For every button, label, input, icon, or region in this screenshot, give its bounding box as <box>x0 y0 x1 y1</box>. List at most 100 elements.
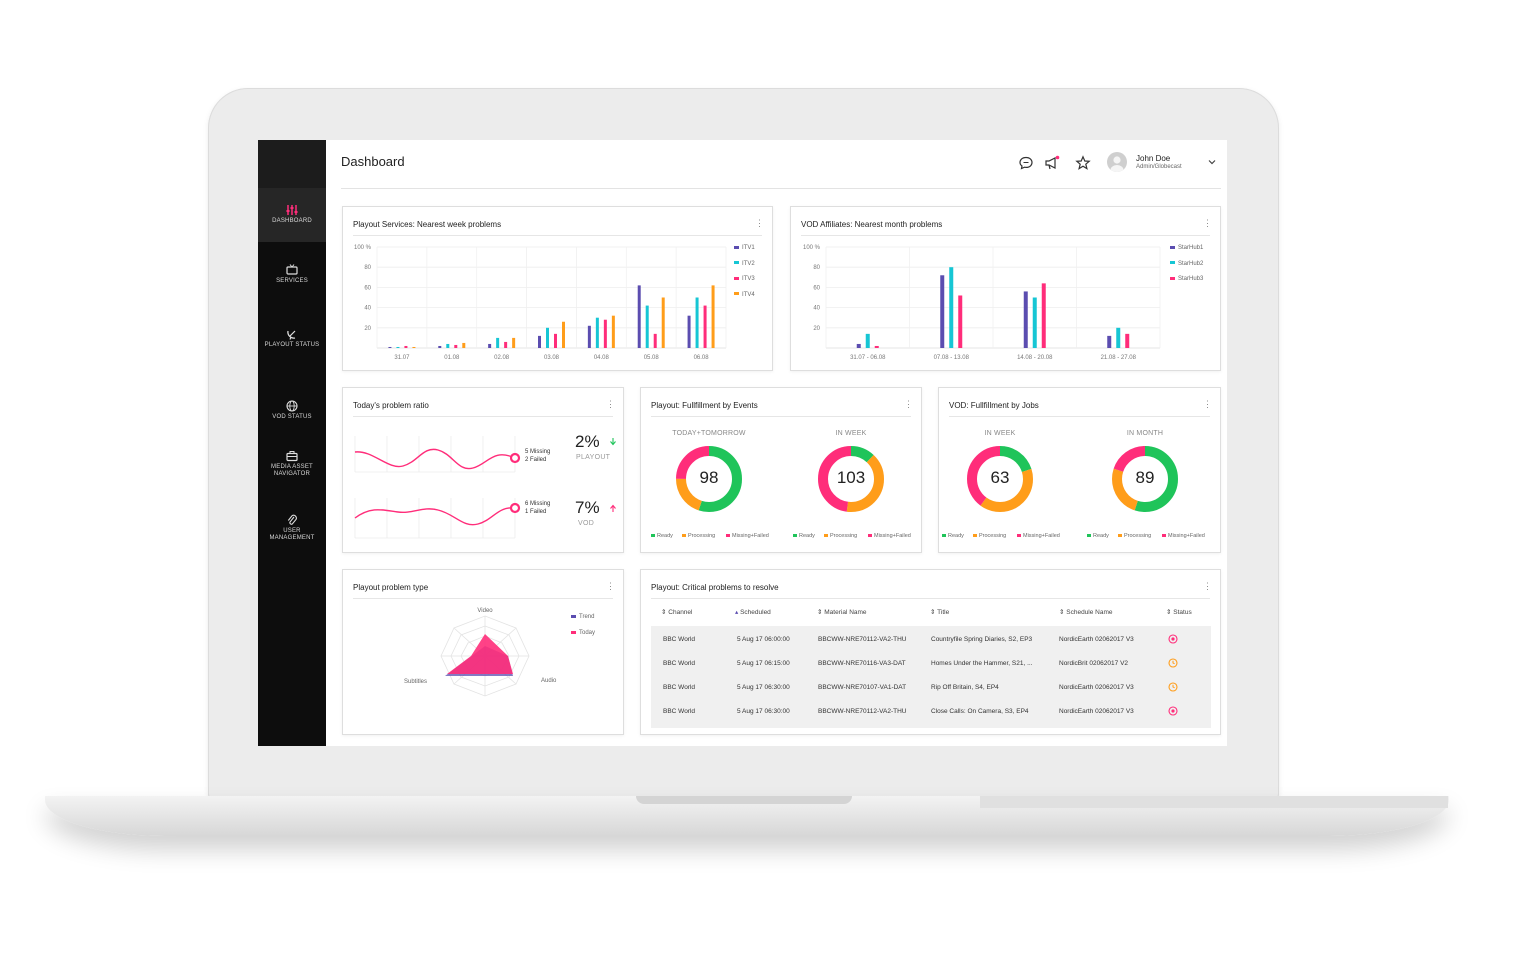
bar <box>396 346 400 348</box>
sort-icon: ⇕ <box>1166 609 1174 616</box>
legend-item: Ready <box>651 533 673 539</box>
laptop-base-shade <box>980 796 1448 808</box>
column-header-schedule-name[interactable]: ⇕ Schedule Name <box>1059 608 1113 616</box>
error-status-icon[interactable] <box>1168 706 1178 716</box>
bar <box>595 317 599 348</box>
x-tick-label: 31.07 - 06.08 <box>850 355 886 361</box>
legend-label: Processing <box>1124 533 1152 539</box>
playout-trend-line <box>354 448 516 470</box>
chevron-down-icon[interactable] <box>1207 158 1217 166</box>
table-row[interactable]: BBC World 5 Aug 17 06:00:00 BBCWW-NRE701… <box>651 628 1211 652</box>
bar <box>1125 333 1130 348</box>
legend-label: ITV2 <box>742 260 755 267</box>
user-name[interactable]: John Doe <box>1136 154 1171 163</box>
legend-item: Processing <box>824 533 857 539</box>
bar <box>703 305 707 348</box>
column-header-label: Scheduled <box>740 609 771 616</box>
donut-slice <box>967 446 1033 512</box>
cell-material: BBCWW-NRE70112-VA2-THU <box>818 708 907 715</box>
legend-label: Ready <box>657 533 673 539</box>
column-header-title[interactable]: ⇕ Title <box>930 608 949 616</box>
bar <box>874 345 879 348</box>
column-header-scheduled[interactable]: ▴ Scheduled <box>735 608 771 616</box>
bar <box>856 343 861 348</box>
donut-slice <box>818 446 884 512</box>
playout-ratio-label: PLAYOUT <box>576 454 611 461</box>
legend-swatch <box>571 614 576 618</box>
y-tick-label: 60 <box>364 285 371 291</box>
bar <box>687 315 691 348</box>
column-header-material-name[interactable]: ⇕ Material Name <box>817 608 867 616</box>
bar <box>661 297 665 348</box>
bar <box>695 297 699 348</box>
bar <box>462 342 466 348</box>
cell-title: Close Calls: On Camera, S3, EP4 <box>931 708 1029 715</box>
jobs-donut-charts <box>967 446 1178 512</box>
cell-channel: BBC World <box>663 684 696 691</box>
x-tick-label: 21.08 - 27.08 <box>1101 355 1137 361</box>
table-row[interactable]: BBC World 5 Aug 17 06:30:00 BBCWW-NRE701… <box>651 700 1211 724</box>
star-icon[interactable] <box>1075 155 1091 171</box>
megaphone-icon[interactable] <box>1044 155 1060 171</box>
column-header-status[interactable]: ⇕ Status <box>1166 608 1192 616</box>
donut-slice <box>818 446 884 512</box>
legend-label: Processing <box>688 533 716 539</box>
legend-swatch <box>682 534 686 538</box>
clock-status-icon[interactable] <box>1168 658 1178 668</box>
sidebar-item-vod-status[interactable]: VOD STATUS <box>258 400 326 421</box>
table-body: BBC World 5 Aug 17 06:00:00 BBCWW-NRE701… <box>651 626 1211 728</box>
cell-title: Countryfile Spring Diaries, S2, EP3 <box>931 636 1033 643</box>
legend-item: StarHub2 <box>1170 261 1203 267</box>
more-options-icon[interactable]: ⋮ <box>1203 218 1212 228</box>
missing-count: 6 Missing <box>525 501 551 507</box>
bar <box>645 305 649 348</box>
sidebar-item-dashboard[interactable]: DASHBOARD <box>258 188 326 242</box>
legend-item-today: Today <box>571 630 595 636</box>
avatar[interactable] <box>1107 152 1127 172</box>
sidebar-item-media-asset-navigator[interactable]: MEDIA ASSET NAVIGATOR <box>258 450 326 478</box>
sort-asc-icon: ▴ <box>735 609 741 616</box>
table-row[interactable]: BBC World 5 Aug 17 06:30:00 BBCWW-NRE701… <box>651 676 1211 700</box>
problem-type-card: Playout problem type ⋮ Video Audio <box>342 569 624 735</box>
x-tick-label: 04.08 <box>594 355 610 361</box>
sidebar-item-user-management[interactable]: USER MANAGEMENT <box>258 514 326 542</box>
clock-status-icon[interactable] <box>1168 682 1178 692</box>
sidebar-item-services[interactable]: SERVICES <box>258 264 326 285</box>
chat-icon[interactable] <box>1018 155 1034 171</box>
more-options-icon[interactable]: ⋮ <box>606 399 615 409</box>
bar <box>488 343 492 348</box>
legend-label: Missing+Failed <box>1168 533 1205 539</box>
cell-schedule-name: NordicEarth 02062017 V3 <box>1059 636 1134 643</box>
table-row[interactable]: BBC World 5 Aug 17 06:15:00 BBCWW-NRE701… <box>651 652 1211 676</box>
column-header-channel[interactable]: ⇕ Channel <box>661 608 692 616</box>
playout-trend-marker <box>509 452 521 464</box>
legend-label: Processing <box>830 533 858 539</box>
cell-channel: BBC World <box>663 708 696 715</box>
x-tick-label: 07.08 - 13.08 <box>934 355 970 361</box>
error-status-icon[interactable] <box>1168 634 1178 644</box>
bar <box>865 333 870 348</box>
more-options-icon[interactable]: ⋮ <box>755 218 764 228</box>
more-options-icon[interactable]: ⋮ <box>1203 581 1212 591</box>
donut-caption: IN MONTH <box>1126 430 1164 437</box>
x-tick-label: 01.08 <box>444 355 460 361</box>
donut-caption: TODAY+TOMORROW <box>672 430 746 437</box>
vod-ratio-value: 7% <box>575 498 600 517</box>
more-options-icon[interactable]: ⋮ <box>1203 399 1212 409</box>
bar <box>653 333 657 348</box>
sidebar-item-playout-status[interactable]: PLAYOUT STATUS <box>258 328 326 349</box>
card-title: Today's problem ratio <box>353 401 429 410</box>
bar <box>949 267 954 348</box>
bar <box>603 319 607 348</box>
playout-annotation: 5 Missing 2 Failed <box>525 448 550 464</box>
bar <box>512 337 516 348</box>
playout-week-bar-chart: 100 % 80 60 40 20 31.07 01.08 02.08 03.08 04.08 05… <box>354 245 727 361</box>
bar <box>496 337 500 348</box>
bar <box>504 341 508 348</box>
more-options-icon[interactable]: ⋮ <box>904 399 913 409</box>
cell-schedule-name: NordicEarth 02062017 V3 <box>1059 708 1134 715</box>
paperclip-icon <box>287 514 297 525</box>
equalizer-icon <box>286 205 298 215</box>
more-options-icon[interactable]: ⋮ <box>606 581 615 591</box>
